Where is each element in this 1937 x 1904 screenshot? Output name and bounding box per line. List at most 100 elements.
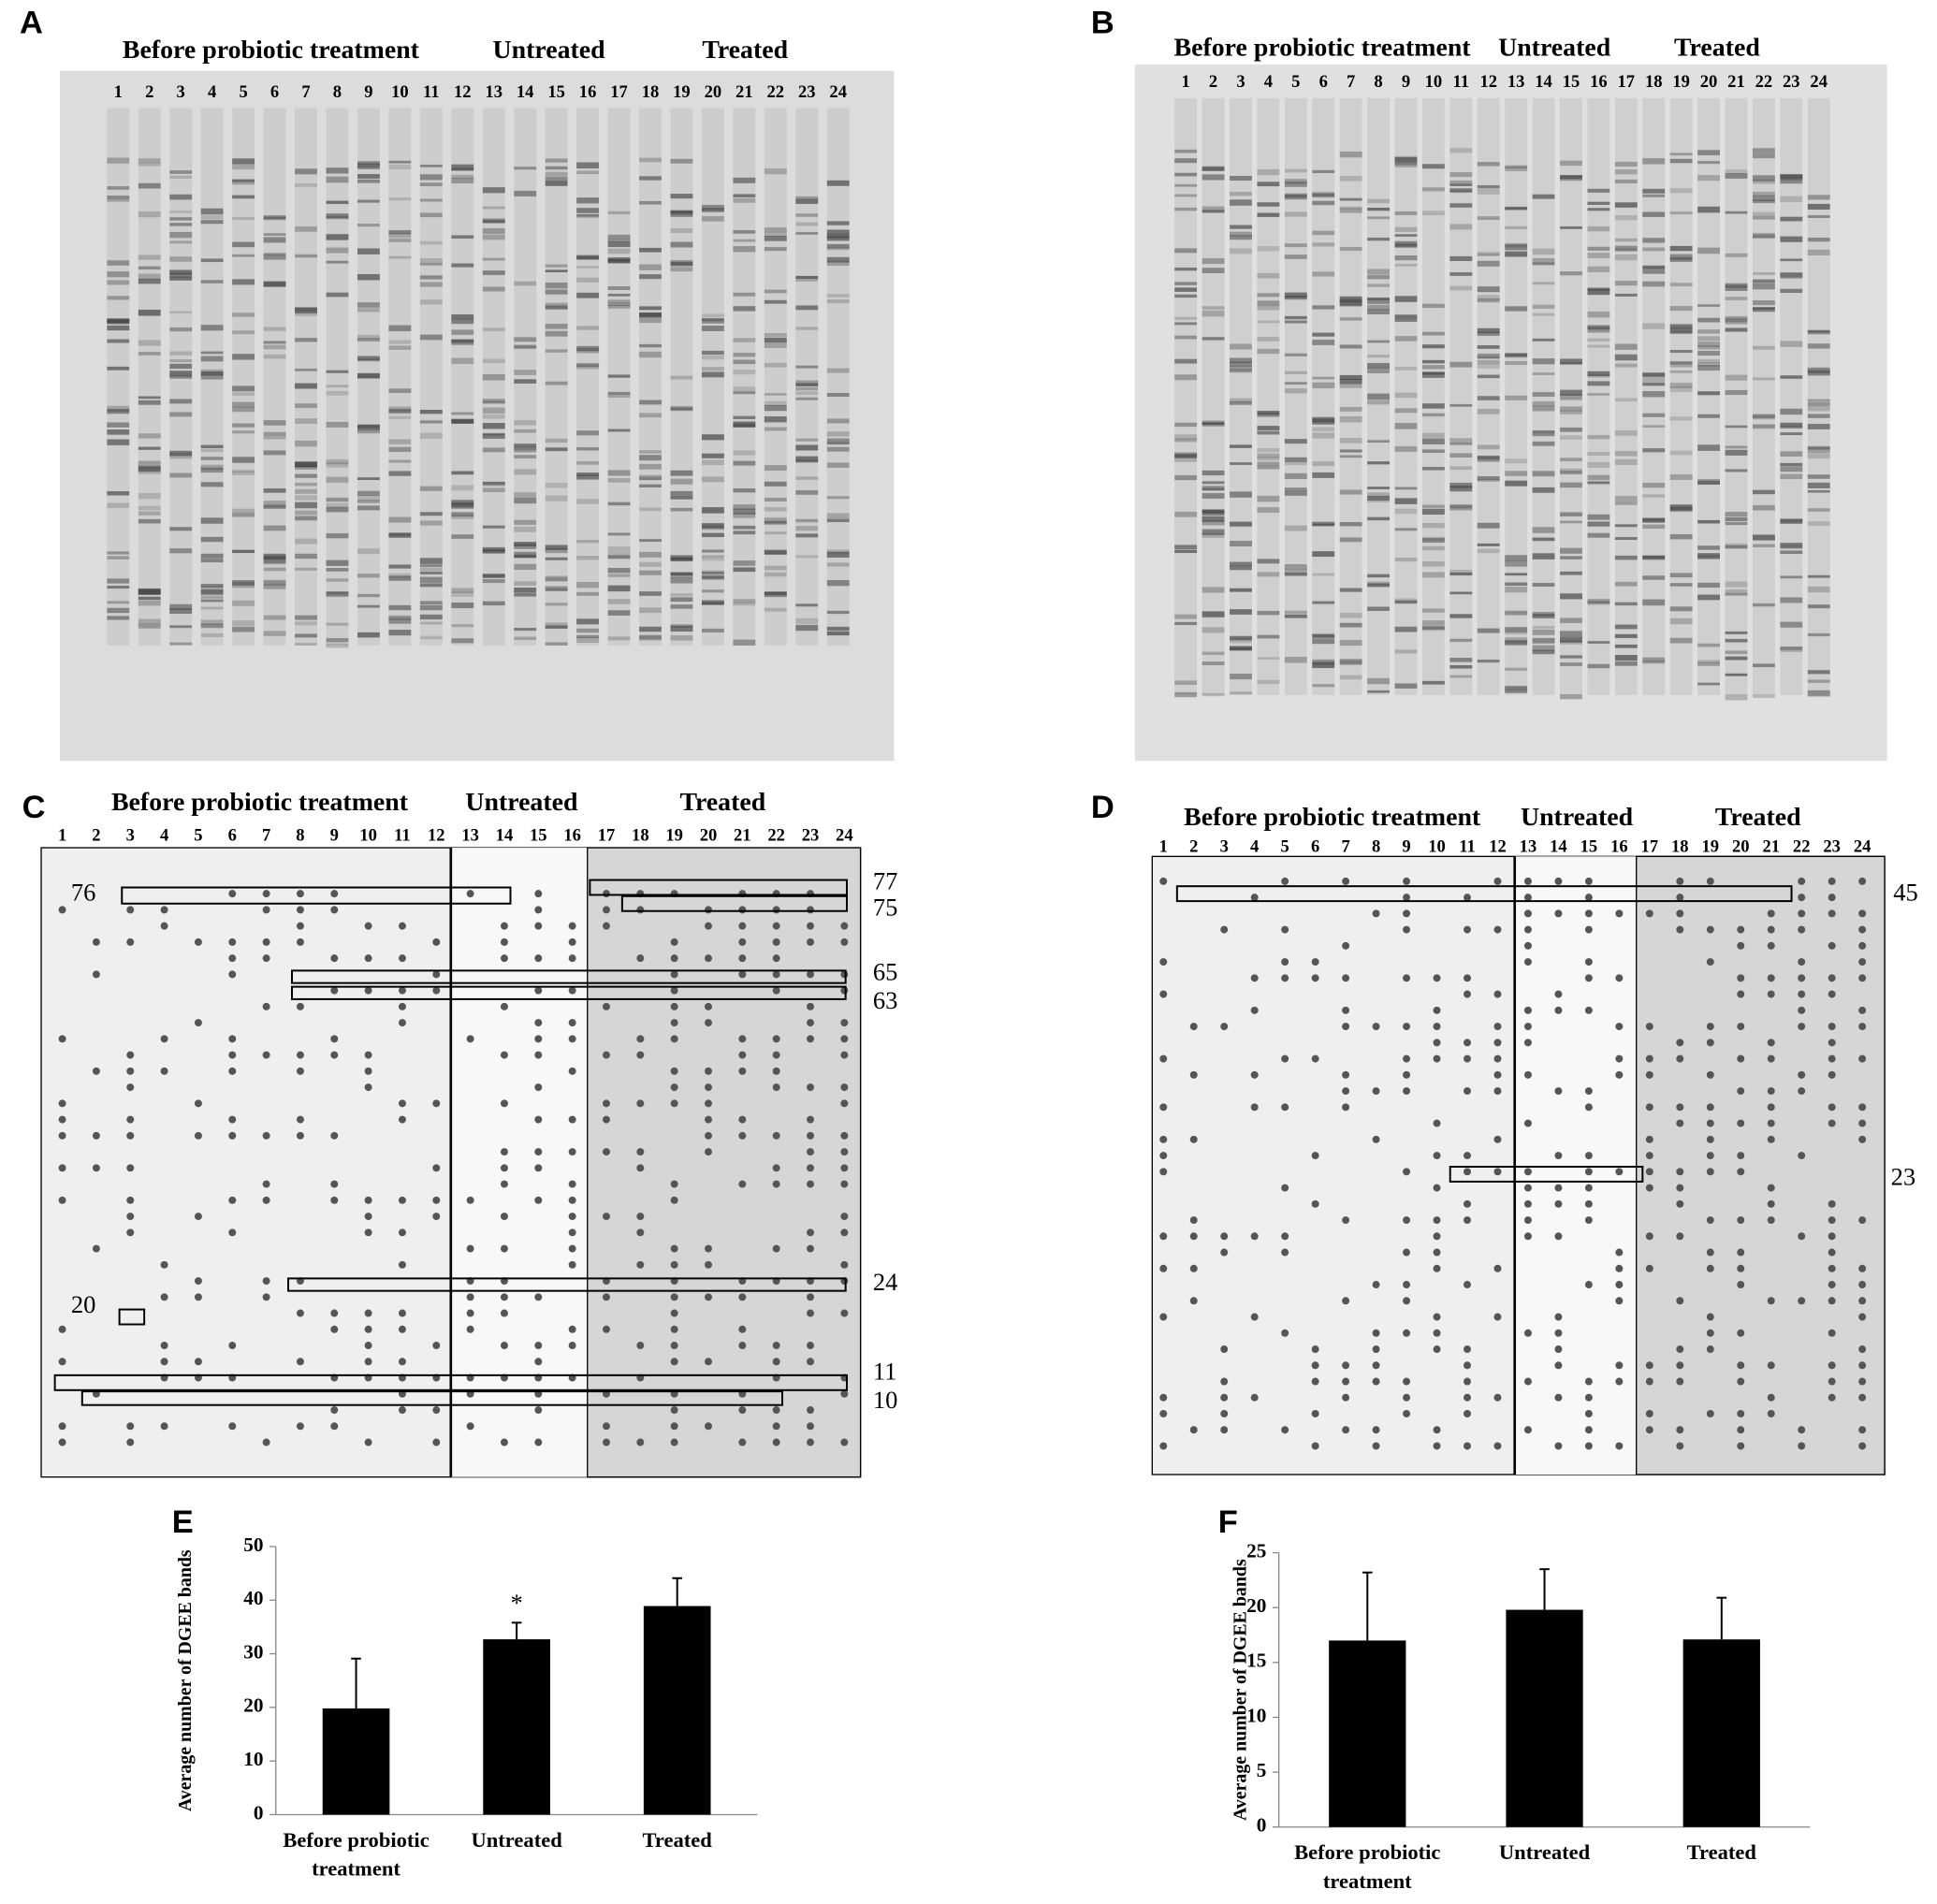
gel-band (1505, 685, 1528, 689)
gel-lane (1560, 97, 1582, 695)
gel-band (138, 466, 161, 472)
gel-band (1284, 525, 1307, 531)
band-dot (1342, 974, 1350, 982)
gel-band (1174, 158, 1198, 164)
gel-band (326, 213, 349, 219)
gel-band (1587, 338, 1610, 342)
gel-band (1752, 191, 1775, 196)
gel-band (388, 165, 412, 169)
gel-band (607, 391, 631, 396)
band-dot (1798, 1426, 1806, 1434)
gel-band (388, 160, 412, 164)
gel-band (1614, 451, 1638, 457)
gel-band (639, 157, 662, 163)
gel-band (701, 557, 724, 561)
lane-number: 21 (1727, 72, 1745, 92)
gel-band (357, 334, 380, 341)
band-dot (1433, 1184, 1441, 1192)
band-dot (1523, 958, 1532, 967)
gel-band (1752, 663, 1775, 668)
gel-band (107, 280, 130, 285)
band-dot (1523, 1232, 1532, 1241)
band-dot (1554, 1345, 1563, 1353)
gel-lane (826, 108, 850, 646)
gel-band (1697, 555, 1720, 560)
gel-band (701, 507, 724, 514)
gel-band (1257, 456, 1280, 461)
band-dot (1342, 877, 1350, 885)
band-dot (1676, 1168, 1684, 1176)
band-dot (126, 1131, 135, 1140)
gel-band (1642, 517, 1666, 522)
gel-band (1807, 690, 1830, 697)
band-dot (738, 1180, 747, 1188)
gel-band (1174, 452, 1198, 458)
band-dot (1220, 1232, 1229, 1241)
gel-band (482, 187, 505, 194)
gel-band (138, 622, 161, 629)
gel-band (1725, 545, 1748, 549)
gel-band (1780, 408, 1803, 415)
gel-band (1257, 246, 1280, 252)
gel-band (1257, 293, 1280, 298)
gel-band (607, 234, 631, 240)
gel-band (1532, 358, 1555, 365)
gel-band (733, 359, 756, 365)
gel-band (1202, 486, 1225, 491)
gel-band (1807, 399, 1830, 402)
gel-band (295, 501, 317, 509)
gel-band (1477, 298, 1500, 303)
gel-band (1367, 363, 1391, 369)
band-dot (1523, 925, 1532, 934)
lane-number: 10 (1428, 836, 1446, 856)
gel-band (1560, 482, 1582, 488)
gel-band (545, 438, 568, 443)
gel-band (232, 620, 255, 627)
gel-band (795, 444, 819, 451)
gel-band (1449, 665, 1473, 669)
band-dot (364, 1213, 372, 1221)
band-dot (1798, 909, 1806, 918)
gel-band (764, 342, 787, 348)
gel-band (1614, 644, 1638, 648)
gel-band (1505, 244, 1528, 251)
gel-band (795, 327, 819, 330)
lane-number: 4 (1264, 72, 1273, 92)
gel-band (263, 341, 286, 344)
gel-band (1752, 504, 1775, 511)
gel-band (1367, 340, 1391, 343)
gel-band (1780, 272, 1803, 279)
gel-band (733, 292, 756, 297)
lane-number: 4 (160, 825, 168, 845)
gel-band (295, 510, 317, 516)
gel-band (1560, 694, 1582, 700)
band-dot (807, 970, 814, 979)
band-dot (1676, 894, 1684, 902)
band-dot (262, 906, 270, 914)
band-dot (1858, 958, 1867, 967)
gel-lane (1257, 97, 1280, 695)
gel-band (1477, 444, 1500, 450)
band-dot (1767, 1039, 1775, 1047)
gel-band (514, 420, 537, 426)
gel-band (733, 306, 756, 312)
gel-band (1421, 522, 1445, 529)
gel-band (1505, 667, 1528, 671)
gel-band (107, 601, 130, 604)
y-tick-label: 5 (1257, 1759, 1267, 1781)
band-dot (1493, 1039, 1502, 1047)
band-dot (602, 1438, 610, 1446)
lane-number: 18 (1671, 836, 1689, 856)
gel-band (1394, 314, 1418, 319)
band-dot (772, 922, 780, 930)
band-dot (1464, 1039, 1471, 1047)
gel-band (545, 181, 568, 186)
gel-band (357, 593, 380, 598)
band-dot (636, 1438, 645, 1446)
gel-band (1505, 555, 1528, 561)
gel-band (764, 333, 787, 338)
lane-number: 12 (428, 825, 445, 845)
gel-band (576, 618, 600, 625)
gel-band (701, 459, 724, 466)
gel-band (1312, 376, 1335, 380)
